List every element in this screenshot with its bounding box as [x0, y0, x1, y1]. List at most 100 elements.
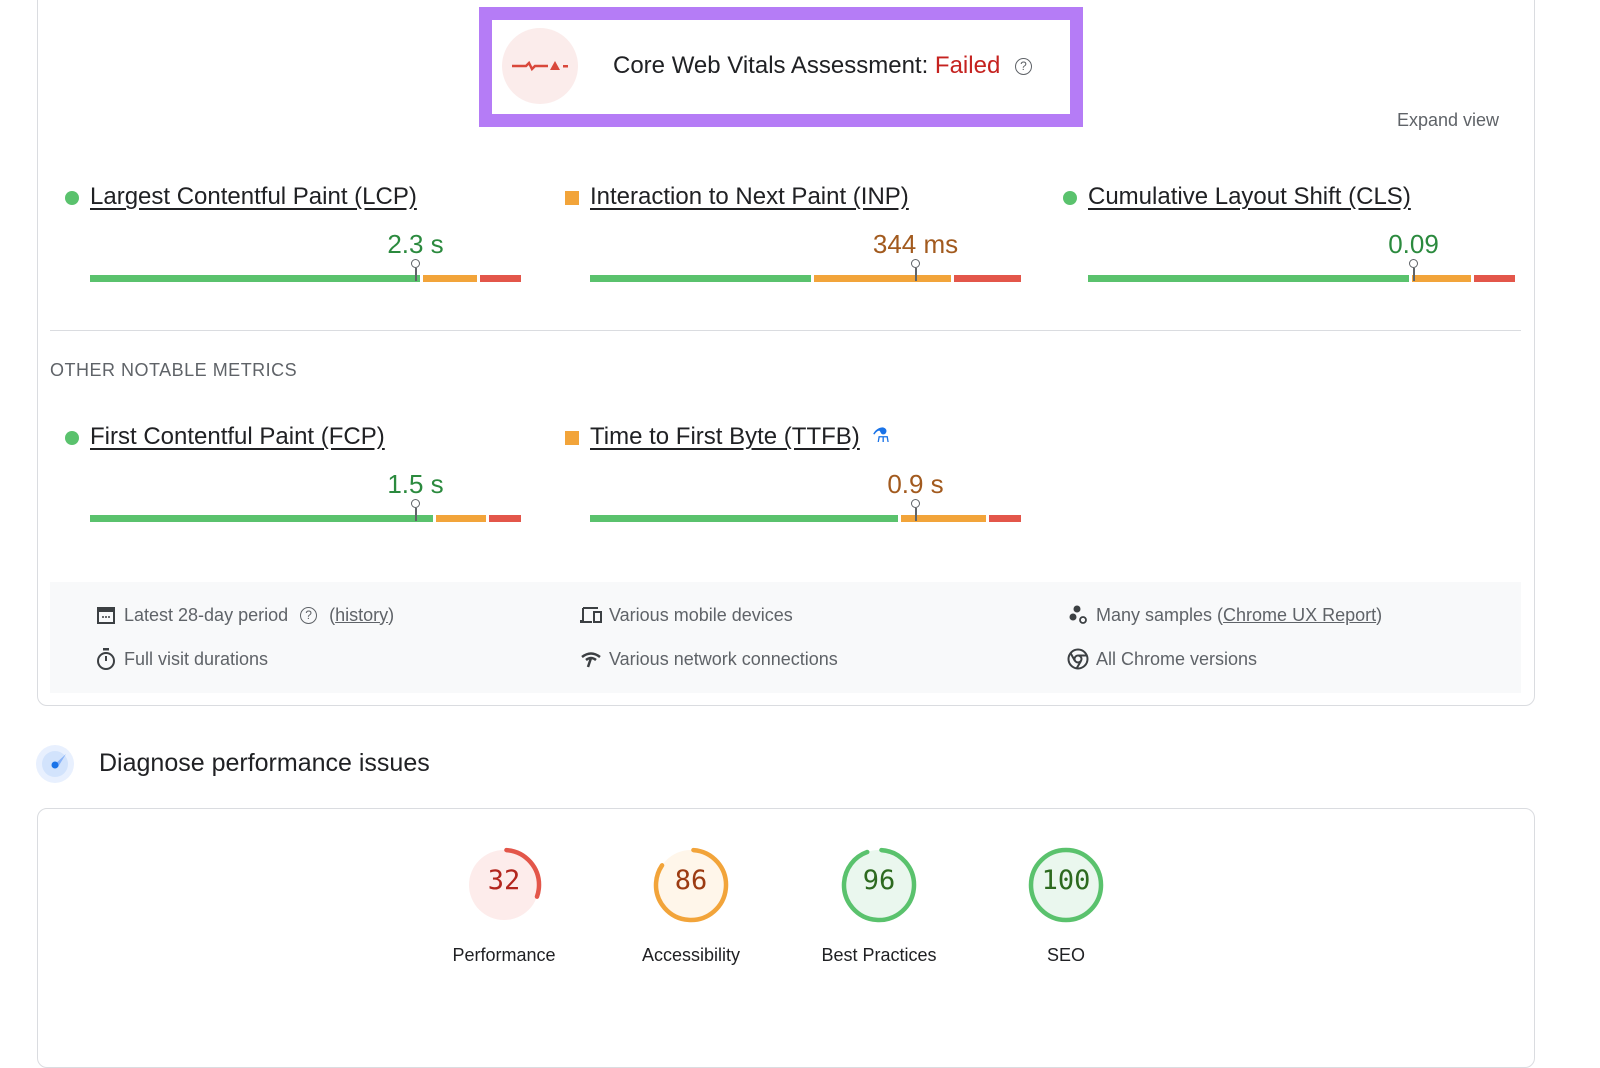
score-value: 96: [862, 865, 896, 896]
score-arc: [841, 847, 917, 923]
stopwatch-icon: [95, 648, 117, 670]
paren: ): [1376, 604, 1383, 625]
metric-value: 0.9 s: [887, 469, 944, 499]
diagnose-icon: [36, 745, 74, 783]
metric-link[interactable]: First Contentful Paint (FCP): [90, 423, 385, 450]
devices-icon: [580, 604, 602, 626]
score-ring: [653, 847, 729, 923]
info-devices: Various mobile devices: [580, 604, 793, 626]
expand-view-button[interactable]: Expand view: [1397, 110, 1500, 130]
history-link[interactable]: history: [335, 604, 389, 625]
p75-marker: [411, 259, 421, 281]
p75-marker: [411, 499, 421, 521]
poor-segment: [488, 515, 521, 522]
help-circle-icon[interactable]: ?: [1014, 58, 1032, 76]
period-text: Latest 28-day period: [124, 604, 289, 625]
good-segment: [90, 275, 421, 282]
average-square-icon: [565, 431, 579, 445]
average-segment: [436, 515, 486, 522]
diagnose-title: Diagnose performance issues: [99, 749, 430, 777]
p75-marker: [1409, 259, 1419, 281]
network-text: Various network connections: [609, 648, 838, 669]
field-data-card: [37, 0, 1535, 706]
score-arc: [653, 847, 729, 923]
info-chrome: All Chrome versions: [1067, 648, 1257, 670]
good-circle-icon: [65, 431, 79, 445]
metric-link[interactable]: Interaction to Next Paint (INP): [590, 183, 909, 210]
distribution-bar: [590, 259, 1024, 282]
other-metrics-heading: OTHER NOTABLE METRICS: [50, 360, 298, 380]
help-circle-icon[interactable]: ?: [300, 606, 318, 624]
paren: ): [388, 604, 395, 625]
gauge-seo[interactable]: 100 SEO: [996, 845, 1136, 966]
divider: [50, 330, 1521, 331]
metric-value: 1.5 s: [387, 469, 444, 499]
samples-icon: [1067, 604, 1089, 626]
distribution-bar: [1088, 259, 1522, 282]
good-segment: [1088, 275, 1410, 282]
poor-segment: [480, 275, 521, 282]
good-segment: [590, 275, 811, 282]
metric-link[interactable]: Time to First Byte (TTFB): [590, 423, 860, 450]
poor-segment: [1473, 275, 1515, 282]
lab-scores-card: [37, 808, 1535, 1068]
chrome-icon: [1067, 648, 1089, 670]
good-segment: [90, 515, 434, 522]
network-signal-icon: [580, 648, 602, 670]
failed-vitals-icon: [502, 28, 578, 104]
gauge-performance[interactable]: 32 Performance: [434, 845, 574, 966]
metric-cls: Cumulative Layout Shift (CLS) 0.09: [1063, 183, 1528, 283]
flask-icon: ⚗: [872, 425, 890, 447]
distribution-bar: [90, 259, 524, 282]
gauge-accessibility[interactable]: 86 Accessibility: [621, 845, 761, 966]
average-segment: [901, 515, 986, 522]
average-segment: [423, 275, 478, 282]
assessment-status: Failed: [934, 52, 1001, 79]
score-value: 100: [1041, 865, 1091, 896]
metric-value: 0.09: [1388, 229, 1439, 259]
poor-segment: [988, 515, 1021, 522]
p75-marker: [911, 499, 921, 521]
score-arc: [466, 847, 542, 923]
metric-inp: Interaction to Next Paint (INP) 344 ms: [565, 183, 1030, 283]
metric-link[interactable]: Cumulative Layout Shift (CLS): [1088, 183, 1411, 210]
distribution-bar: [590, 499, 1024, 522]
score-ring: [466, 847, 542, 923]
chrome-text: All Chrome versions: [1096, 648, 1258, 669]
devices-text: Various mobile devices: [609, 604, 793, 625]
score-ring: [1028, 847, 1104, 923]
score-value: 86: [674, 865, 708, 896]
info-durations: Full visit durations: [95, 648, 268, 670]
score-ring: [841, 847, 917, 923]
assessment-title: Core Web Vitals Assessment: Failed ?: [613, 52, 1032, 80]
score-label: Accessibility: [641, 945, 741, 965]
samples-text: Many samples (: [1096, 604, 1224, 625]
chrome-ux-report-link[interactable]: Chrome UX Report: [1223, 604, 1377, 625]
metric-value: 344 ms: [872, 229, 959, 259]
score-label: SEO: [1046, 945, 1085, 965]
assessment-banner: Core Web Vitals Assessment: Failed ?: [479, 7, 1083, 127]
average-square-icon: [565, 191, 579, 205]
metric-ttfb: Time to First Byte (TTFB) 0.9 s ⚗: [565, 423, 1030, 523]
metric-lcp: Largest Contentful Paint (LCP) 2.3 s: [65, 183, 530, 283]
metric-fcp: First Contentful Paint (FCP) 1.5 s: [65, 423, 530, 523]
durations-text: Full visit durations: [124, 648, 269, 669]
info-samples: Many samples (Chrome UX Report): [1067, 604, 1382, 626]
score-value: 32: [487, 865, 521, 896]
average-segment: [813, 275, 951, 282]
average-segment: [1412, 275, 1471, 282]
data-info-panel: Latest 28-day period ? (history) Full vi…: [50, 582, 1521, 693]
good-circle-icon: [65, 191, 79, 205]
score-label: Best Practices: [821, 945, 937, 965]
metric-link[interactable]: Largest Contentful Paint (LCP): [90, 183, 417, 210]
info-network: Various network connections: [580, 648, 838, 670]
score-label: Performance: [452, 945, 556, 965]
assessment-label: Core Web Vitals Assessment:: [613, 52, 929, 79]
metric-value: 2.3 s: [387, 229, 444, 259]
paren: (: [329, 604, 336, 625]
distribution-bar: [90, 499, 524, 522]
score-arc: [1028, 847, 1104, 923]
poor-segment: [953, 275, 1021, 282]
gauge-best-practices[interactable]: 96 Best Practices: [809, 845, 949, 966]
good-segment: [590, 515, 899, 522]
